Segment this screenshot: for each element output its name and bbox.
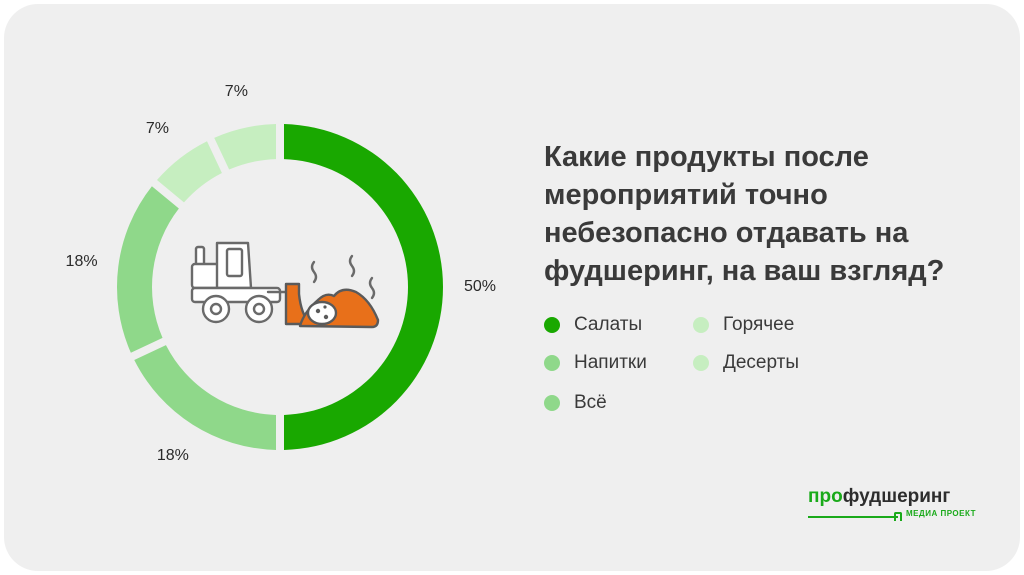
chart-legend: Салаты Напитки Всё Горячее Десерты <box>544 310 844 420</box>
legend-label: Напитки <box>574 352 647 373</box>
legend-label: Всё <box>574 392 607 413</box>
legend-swatch <box>544 317 560 333</box>
legend-item-vse: Всё <box>544 390 607 416</box>
legend-swatch <box>544 395 560 411</box>
legend-label: Салаты <box>574 314 643 335</box>
brand-name: профудшеринг <box>808 486 950 508</box>
chart-title-line: фудшеринг, на ваш взгляд? <box>544 255 945 287</box>
data-label-десерты: 7% <box>225 83 248 100</box>
legend-item-napitki: Напитки <box>544 350 647 376</box>
donut-data-labels: 50% 18% 18% 7% 7% <box>66 83 496 464</box>
legend-swatch <box>544 355 560 371</box>
legend-label: Десерты <box>723 352 800 373</box>
bulldozer-pushing-waste-icon <box>190 241 380 329</box>
data-label-всё: 18% <box>157 447 189 464</box>
legend-item-salaty: Салаты <box>544 312 642 338</box>
legend-label: Горячее <box>723 314 795 335</box>
data-label-салаты: 50% <box>464 278 496 295</box>
legend-swatch <box>693 317 709 333</box>
donut-slices <box>117 124 443 450</box>
donut-slice-всё <box>134 345 277 450</box>
legend-swatch <box>693 355 709 371</box>
data-label-напитки: 18% <box>66 253 98 270</box>
legend-item-goryachee: Горячее <box>693 312 794 338</box>
chart-title-line: небезопасно отдавать на <box>544 217 909 249</box>
brand-name-part2: фудшеринг <box>842 486 951 507</box>
chart-title: Какие продукты после мероприятий точно н… <box>544 138 964 290</box>
donut-slice-напитки <box>117 186 179 353</box>
brand-subtitle: МЕДИА ПРОЕКТ <box>906 509 976 518</box>
chart-title-line: мероприятий точно <box>544 179 828 211</box>
brand-underline <box>808 516 898 518</box>
donut-slice-горячее <box>156 141 222 203</box>
legend-item-deserty: Десерты <box>693 350 799 376</box>
chart-title-line: Какие продукты после <box>544 141 869 173</box>
fork-icon <box>894 512 902 521</box>
donut-slice-десерты <box>214 124 277 170</box>
brand-name-part1: про <box>808 486 843 507</box>
data-label-горячее: 7% <box>146 120 169 137</box>
brand-logo: профудшеринг МЕДИА ПРОЕКТ <box>808 486 976 526</box>
donut-slice-салаты <box>283 124 443 450</box>
chart-card <box>4 4 1020 571</box>
